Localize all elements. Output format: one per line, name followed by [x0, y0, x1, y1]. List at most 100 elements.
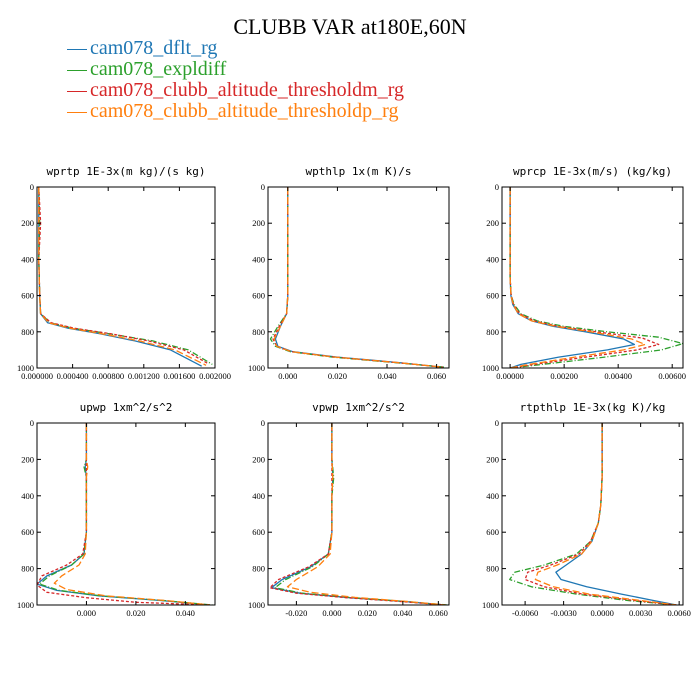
series-line-4 [534, 423, 677, 605]
figure-title: CLUBB VAR at180E,60N [233, 14, 467, 39]
x-tick-label: 0.000000 [21, 371, 53, 381]
x-tick-label: 0.002000 [199, 371, 231, 381]
y-tick-label: 1000 [248, 600, 265, 610]
legend-label-thresholdp: cam078_clubb_altitude_thresholdp_rg [90, 100, 399, 122]
y-tick-label: 600 [252, 291, 265, 301]
series-group [269, 187, 445, 368]
x-tick-label: 0.001600 [163, 371, 195, 381]
legend-swatch-thresholdm [67, 91, 87, 92]
y-tick-label: 600 [252, 527, 265, 537]
x-tick-label: 0.0060 [667, 608, 690, 618]
panel-4: upwp 1xm^2/s^2 0 200 400 600 800 1000 0.000 0.02… [17, 401, 216, 618]
legend-label-dflt: cam078_dflt_rg [90, 37, 218, 59]
series-line-4 [509, 187, 646, 368]
x-tick-label: 0.0030 [629, 608, 652, 618]
x-tick-label: 0.000800 [92, 371, 124, 381]
x-tick-label: 0.060 [427, 371, 446, 381]
y-tick-label: 1000 [17, 363, 34, 373]
plot-frame [36, 186, 216, 369]
panel-title-2: wpthlp 1x(m K)/s [306, 165, 412, 178]
y-tick-label: 400 [486, 491, 499, 501]
y-tick-label: 800 [486, 564, 499, 574]
series-group [509, 423, 677, 605]
y-tick-label: 600 [486, 527, 499, 537]
panel-title-5: vpwp 1xm^2/s^2 [312, 401, 405, 414]
series-line-2 [38, 423, 213, 605]
legend-label-expldiff: cam078_expldiff [90, 58, 227, 80]
panel-title-6: rtpthlp 1E-3x(kg K)/kg [520, 401, 666, 414]
series-group [269, 423, 448, 605]
x-tick-label: 0.00200 [550, 371, 578, 381]
y-tick-label: 0 [261, 418, 265, 428]
y-tick-label: 400 [486, 254, 499, 264]
series-line-1 [555, 423, 677, 605]
series-line-1 [274, 187, 442, 368]
x-tick-label: 0.0000 [590, 608, 613, 618]
panel-5: vpwp 1xm^2/s^2 0 200 400 600 800 1000 -0.020 0.0… [248, 401, 450, 618]
y-tick-label: 200 [21, 218, 34, 228]
panel-title-1: wprtp 1E-3x(m kg)/(s kg) [47, 165, 206, 178]
series-line-3 [272, 187, 443, 368]
panel-2: wpthlp 1x(m K)/s 0 200 400 600 800 1000 0.000 0.… [248, 165, 450, 381]
legend-swatch-dflt [67, 49, 87, 50]
series-line-4 [53, 423, 211, 605]
x-tick-label: 0.040 [176, 608, 195, 618]
series-line-4 [273, 187, 442, 368]
x-tick-label: 0.000400 [57, 371, 89, 381]
y-tick-label: 1000 [17, 600, 34, 610]
y-tick-label: 400 [252, 491, 265, 501]
x-tick-label: 0.001200 [128, 371, 160, 381]
x-tick-label: 0.00600 [658, 371, 686, 381]
y-tick-label: 200 [486, 454, 499, 464]
plot-frame [36, 422, 216, 606]
y-tick-label: 0 [30, 182, 34, 192]
x-tick-label: -0.020 [285, 608, 307, 618]
series-line-2 [269, 187, 445, 368]
y-tick-label: 800 [21, 564, 34, 574]
series-line-2 [509, 187, 683, 368]
x-tick-label: -0.0030 [551, 608, 577, 618]
plot-frame [267, 186, 450, 369]
x-tick-label: 0.040 [377, 371, 396, 381]
y-tick-label: 400 [21, 254, 34, 264]
panel-1: wprtp 1E-3x(m kg)/(s kg) 0 200 400 600 800 100… [17, 165, 231, 381]
y-tick-label: 0 [495, 182, 499, 192]
legend-swatch-thresholdp [67, 112, 87, 113]
series-line-1 [38, 187, 203, 367]
series-line-3 [37, 423, 211, 605]
y-tick-label: 200 [252, 454, 265, 464]
y-tick-label: 1000 [482, 600, 499, 610]
y-tick-label: 800 [486, 327, 499, 337]
x-tick-label: 0.020 [328, 371, 347, 381]
y-tick-label: 0 [30, 418, 34, 428]
series-line-1 [37, 423, 211, 605]
plot-frame [267, 422, 450, 606]
plot-frame [501, 422, 684, 606]
y-tick-label: 600 [21, 291, 34, 301]
y-tick-label: 800 [252, 564, 265, 574]
y-tick-label: 1000 [482, 363, 499, 373]
series-line-4 [38, 187, 207, 366]
series-line-1 [270, 423, 446, 605]
series-group [38, 187, 213, 367]
x-tick-label: 0.060 [429, 608, 448, 618]
x-tick-label: 0.040 [393, 608, 412, 618]
y-tick-label: 800 [21, 327, 34, 337]
y-tick-label: 800 [252, 327, 265, 337]
series-line-1 [509, 187, 636, 368]
y-tick-label: 200 [21, 454, 34, 464]
series-group [509, 187, 683, 368]
series-line-2 [274, 423, 448, 605]
series-group [37, 423, 213, 605]
y-tick-label: 200 [252, 218, 265, 228]
y-tick-label: 400 [21, 491, 34, 501]
x-tick-label: 0.020 [358, 608, 377, 618]
series-line-4 [286, 423, 446, 605]
panel-3: wprcp 1E-3x(m/s) (kg/kg) 0 200 400 600 800 100… [482, 165, 686, 381]
series-line-2 [38, 187, 213, 365]
x-tick-label: 0.00000 [496, 371, 524, 381]
plot-frame [501, 186, 684, 369]
panel-title-4: upwp 1xm^2/s^2 [80, 401, 173, 414]
y-tick-label: 0 [495, 418, 499, 428]
series-line-2 [509, 423, 677, 605]
